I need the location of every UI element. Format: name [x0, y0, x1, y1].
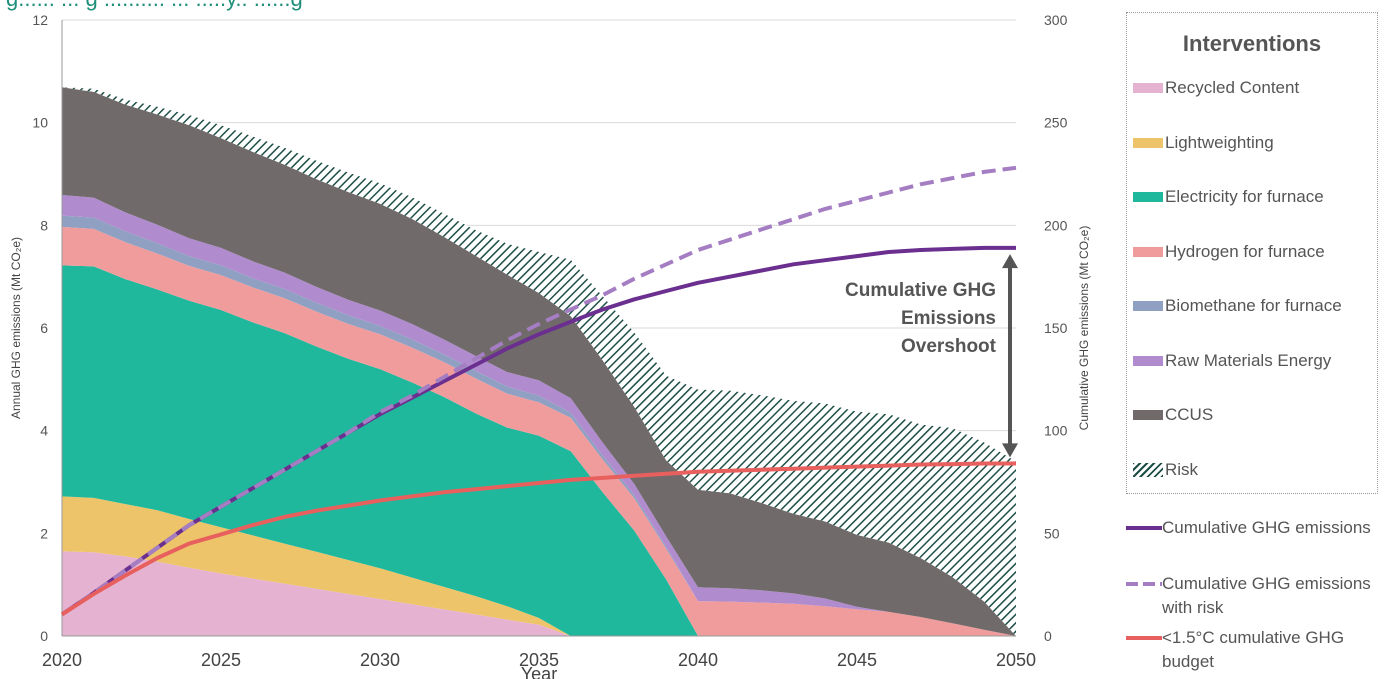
chart-canvas: g...... ... g .......... ... .....y.. ..…: [6, 0, 1091, 679]
right-y-tick-label: 0: [1044, 628, 1052, 644]
legend-item-biomethane-for-furnace: Biomethane for furnace: [1133, 294, 1342, 318]
right-y-tick-label: 200: [1044, 217, 1068, 233]
left-y-tick-label: 10: [32, 115, 48, 131]
right-y-tick-label: 100: [1044, 423, 1068, 439]
line-legend-swatch: [1126, 582, 1162, 586]
x-tick-label: 2025: [201, 650, 241, 670]
right-y-tick-label: 150: [1044, 320, 1068, 336]
line-legend-label: Cumulative GHG emissions: [1162, 518, 1371, 537]
area-ccus: [62, 87, 1016, 636]
overshoot-annotation-line: Overshoot: [901, 336, 997, 357]
line-1-5-c-cumulative-ghg-budget: [60, 461, 1016, 617]
left-y-tick-label: 4: [40, 423, 48, 439]
legend-swatch: [1133, 355, 1163, 366]
overshoot-annotation-line: Cumulative GHG: [845, 280, 996, 301]
legend-label: Electricity for furnace: [1165, 187, 1324, 206]
line-legend-swatch: [1126, 636, 1162, 640]
legend-item-risk: Risk: [1133, 458, 1198, 482]
overshoot-arrow-head-down: [1002, 443, 1018, 458]
right-y-tick-label: 50: [1044, 525, 1060, 541]
line-legend-swatch: [1126, 526, 1162, 530]
line-legend-item-1-5-c-cumulative-ghg-budget: <1.5°C cumulative GHG budget: [1126, 626, 1344, 674]
left-y-tick-label: 8: [40, 217, 48, 233]
x-tick-label: 2040: [678, 650, 718, 670]
legend-item-recycled-content: Recycled Content: [1133, 76, 1299, 100]
legend-title: Interventions: [1182, 31, 1322, 56]
area-raw-materials-energy: [62, 195, 1016, 636]
overshoot-annotation-line: Emissions: [901, 308, 996, 329]
cumulative-lines: [60, 165, 1017, 617]
area-lightweighting: [62, 496, 1016, 636]
area-hydrogen-for-furnace: [62, 226, 1016, 636]
x-tick-label: 2030: [360, 650, 400, 670]
left-y-tick-label: 2: [40, 525, 48, 541]
legend-swatch: [1133, 462, 1163, 477]
x-tick-label: 2050: [996, 650, 1036, 670]
x-tick-label: 2035: [519, 650, 559, 670]
legend-swatch: [1133, 137, 1163, 148]
legend-label: CCUS: [1165, 405, 1214, 424]
area-electricity-for-furnace: [62, 265, 1016, 636]
left-y-tick-label: 6: [40, 320, 48, 336]
left-y-tick-label: 0: [40, 628, 48, 644]
overshoot-arrow-head-up: [1002, 254, 1018, 269]
line-legend-item-cumulative-ghg-emissions-with-risk: Cumulative GHG emissions with risk: [1126, 572, 1371, 620]
legend-item-hydrogen-for-furnace: Hydrogen for furnace: [1133, 240, 1325, 264]
overshoot-annotation: Cumulative GHG Emissions Overshoot: [845, 254, 1018, 458]
legend-label: Lightweighting: [1165, 132, 1274, 152]
legend-item-raw-materials-energy: Raw Materials Energy: [1133, 349, 1331, 373]
legend-swatch: [1133, 192, 1163, 202]
right-y-tick-label: 250: [1044, 115, 1068, 131]
right-y-axis-label: Cumulative GHG emissions (Mt CO₂e): [1077, 226, 1091, 431]
stacked-areas: [62, 87, 1016, 636]
axes: [61, 20, 1016, 637]
line-legend-label: Cumulative GHG emissions with risk: [1162, 574, 1371, 617]
left-y-tick-label: 12: [32, 12, 48, 28]
legend-swatch: [1133, 301, 1163, 311]
line-legend-item-cumulative-ghg-emissions: Cumulative GHG emissions: [1126, 516, 1371, 540]
legend-swatch: [1133, 246, 1163, 257]
legend-box: Interventions Recycled Content Lightweigh…: [1126, 12, 1378, 494]
x-tick-label: 2045: [837, 650, 877, 670]
legend-label: Recycled Content: [1165, 78, 1300, 97]
area-recycled-content: [62, 551, 1016, 636]
chart-title-fragment: g...... ... g .......... ... .....y.. ..…: [6, 0, 303, 11]
area-risk: [62, 87, 1016, 636]
legend-label: Raw Materials Energy: [1165, 350, 1332, 370]
line-legend-label: <1.5°C cumulative GHG budget: [1162, 628, 1345, 671]
line-cumulative-ghg-emissions-with-risk: [60, 165, 1017, 617]
legend-swatch: [1133, 83, 1163, 93]
legend-item-ccus: CCUS: [1133, 403, 1213, 427]
legend-item-lightweighting: Lightweighting: [1133, 131, 1274, 155]
right-y-tick-label: 300: [1044, 12, 1068, 28]
tick-labels: 0 2 4 6 8 10 12 0 50 100 150 200 250 300 2020 2025 2030 2…: [32, 12, 1067, 670]
left-y-axis-label: Annual GHG emissions (Mt CO₂e): [9, 237, 23, 419]
legend-label: Risk: [1165, 459, 1199, 479]
legend-swatch: [1133, 410, 1163, 420]
legend-label: Biomethane for furnace: [1165, 296, 1342, 315]
x-tick-label: 2020: [42, 650, 82, 670]
x-axis-label: Year: [521, 664, 557, 679]
legend-item-electricity-for-furnace: Electricity for furnace: [1133, 185, 1324, 209]
legend-label: Hydrogen for furnace: [1165, 241, 1325, 261]
